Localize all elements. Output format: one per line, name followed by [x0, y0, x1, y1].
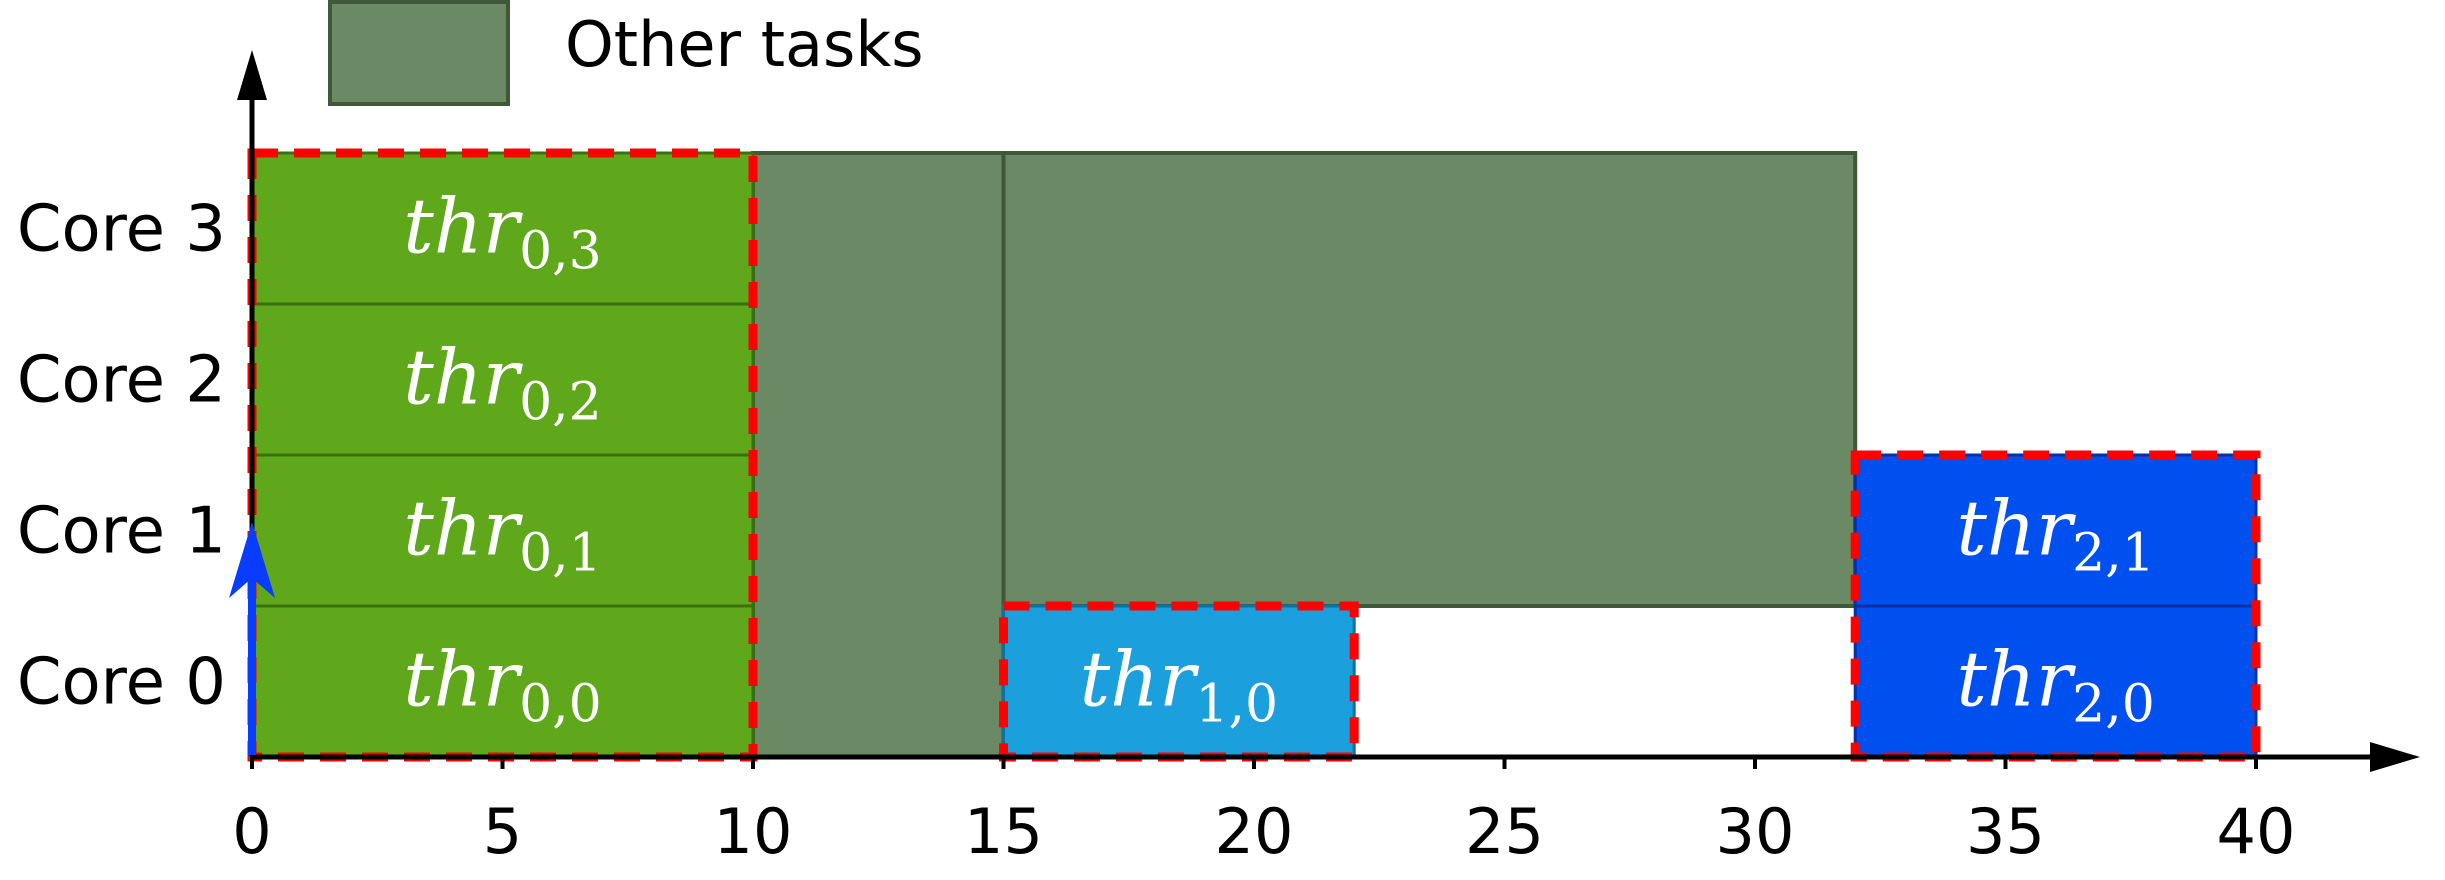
x-axis-arrowhead [2370, 742, 2420, 772]
legend-swatch-other-tasks [328, 0, 510, 106]
x-tick-label-35: 35 [1966, 795, 2045, 868]
x-tick-label-0: 0 [232, 795, 271, 868]
core-label-3: Core 3 [17, 193, 226, 267]
core-labels: Core 0 Core 1 Core 2 Core 3 [17, 193, 226, 720]
legend: Other tasks [328, 0, 924, 106]
x-tick-label-5: 5 [483, 795, 522, 868]
core-label-1: Core 1 [17, 495, 226, 569]
legend-label-other-tasks: Other tasks [565, 8, 924, 81]
thread-label-0-0: thr0,0 [403, 635, 602, 735]
thread-label-1-0: thr1,0 [1080, 635, 1279, 735]
core-label-2: Core 2 [17, 344, 226, 418]
thread-label-0-3: thr0,3 [403, 182, 602, 282]
x-tick-label-25: 25 [1465, 795, 1544, 868]
other-tasks-layer [751, 151, 1858, 759]
x-tick-label-40: 40 [2217, 795, 2296, 868]
x-tick-label-30: 30 [1716, 795, 1795, 868]
release-arrow-layer [229, 522, 275, 755]
thread-label-0-1: thr0,1 [403, 484, 602, 584]
thread-label-2-0: thr2,0 [1956, 635, 2155, 735]
x-tick-label-20: 20 [1215, 795, 1294, 868]
x-tick-label-15: 15 [964, 795, 1043, 868]
other-tasks-block-1 [1001, 151, 1858, 608]
core-label-0: Core 0 [17, 646, 226, 720]
thread-block-1-0 [1002, 604, 1356, 759]
other-tasks-block-0 [751, 151, 1006, 759]
thread-blocks-layer: thr0,0 thr0,1 thr0,2 thr0,3 thr1,0 thr2,0 thr2… [250, 151, 2258, 759]
thread-block-0-2 [250, 302, 755, 457]
thread-label-2-1: thr2,1 [1956, 484, 2155, 584]
thread-block-0-3 [250, 151, 755, 306]
x-axis-ticks: 0 5 10 15 20 25 30 35 40 [232, 757, 2295, 868]
y-axis-arrowhead [237, 50, 267, 100]
thread-block-2-1 [1853, 453, 2258, 608]
thread-label-0-2: thr0,2 [403, 333, 602, 433]
release-arrow-head [229, 522, 275, 598]
x-tick-label-10: 10 [714, 795, 793, 868]
